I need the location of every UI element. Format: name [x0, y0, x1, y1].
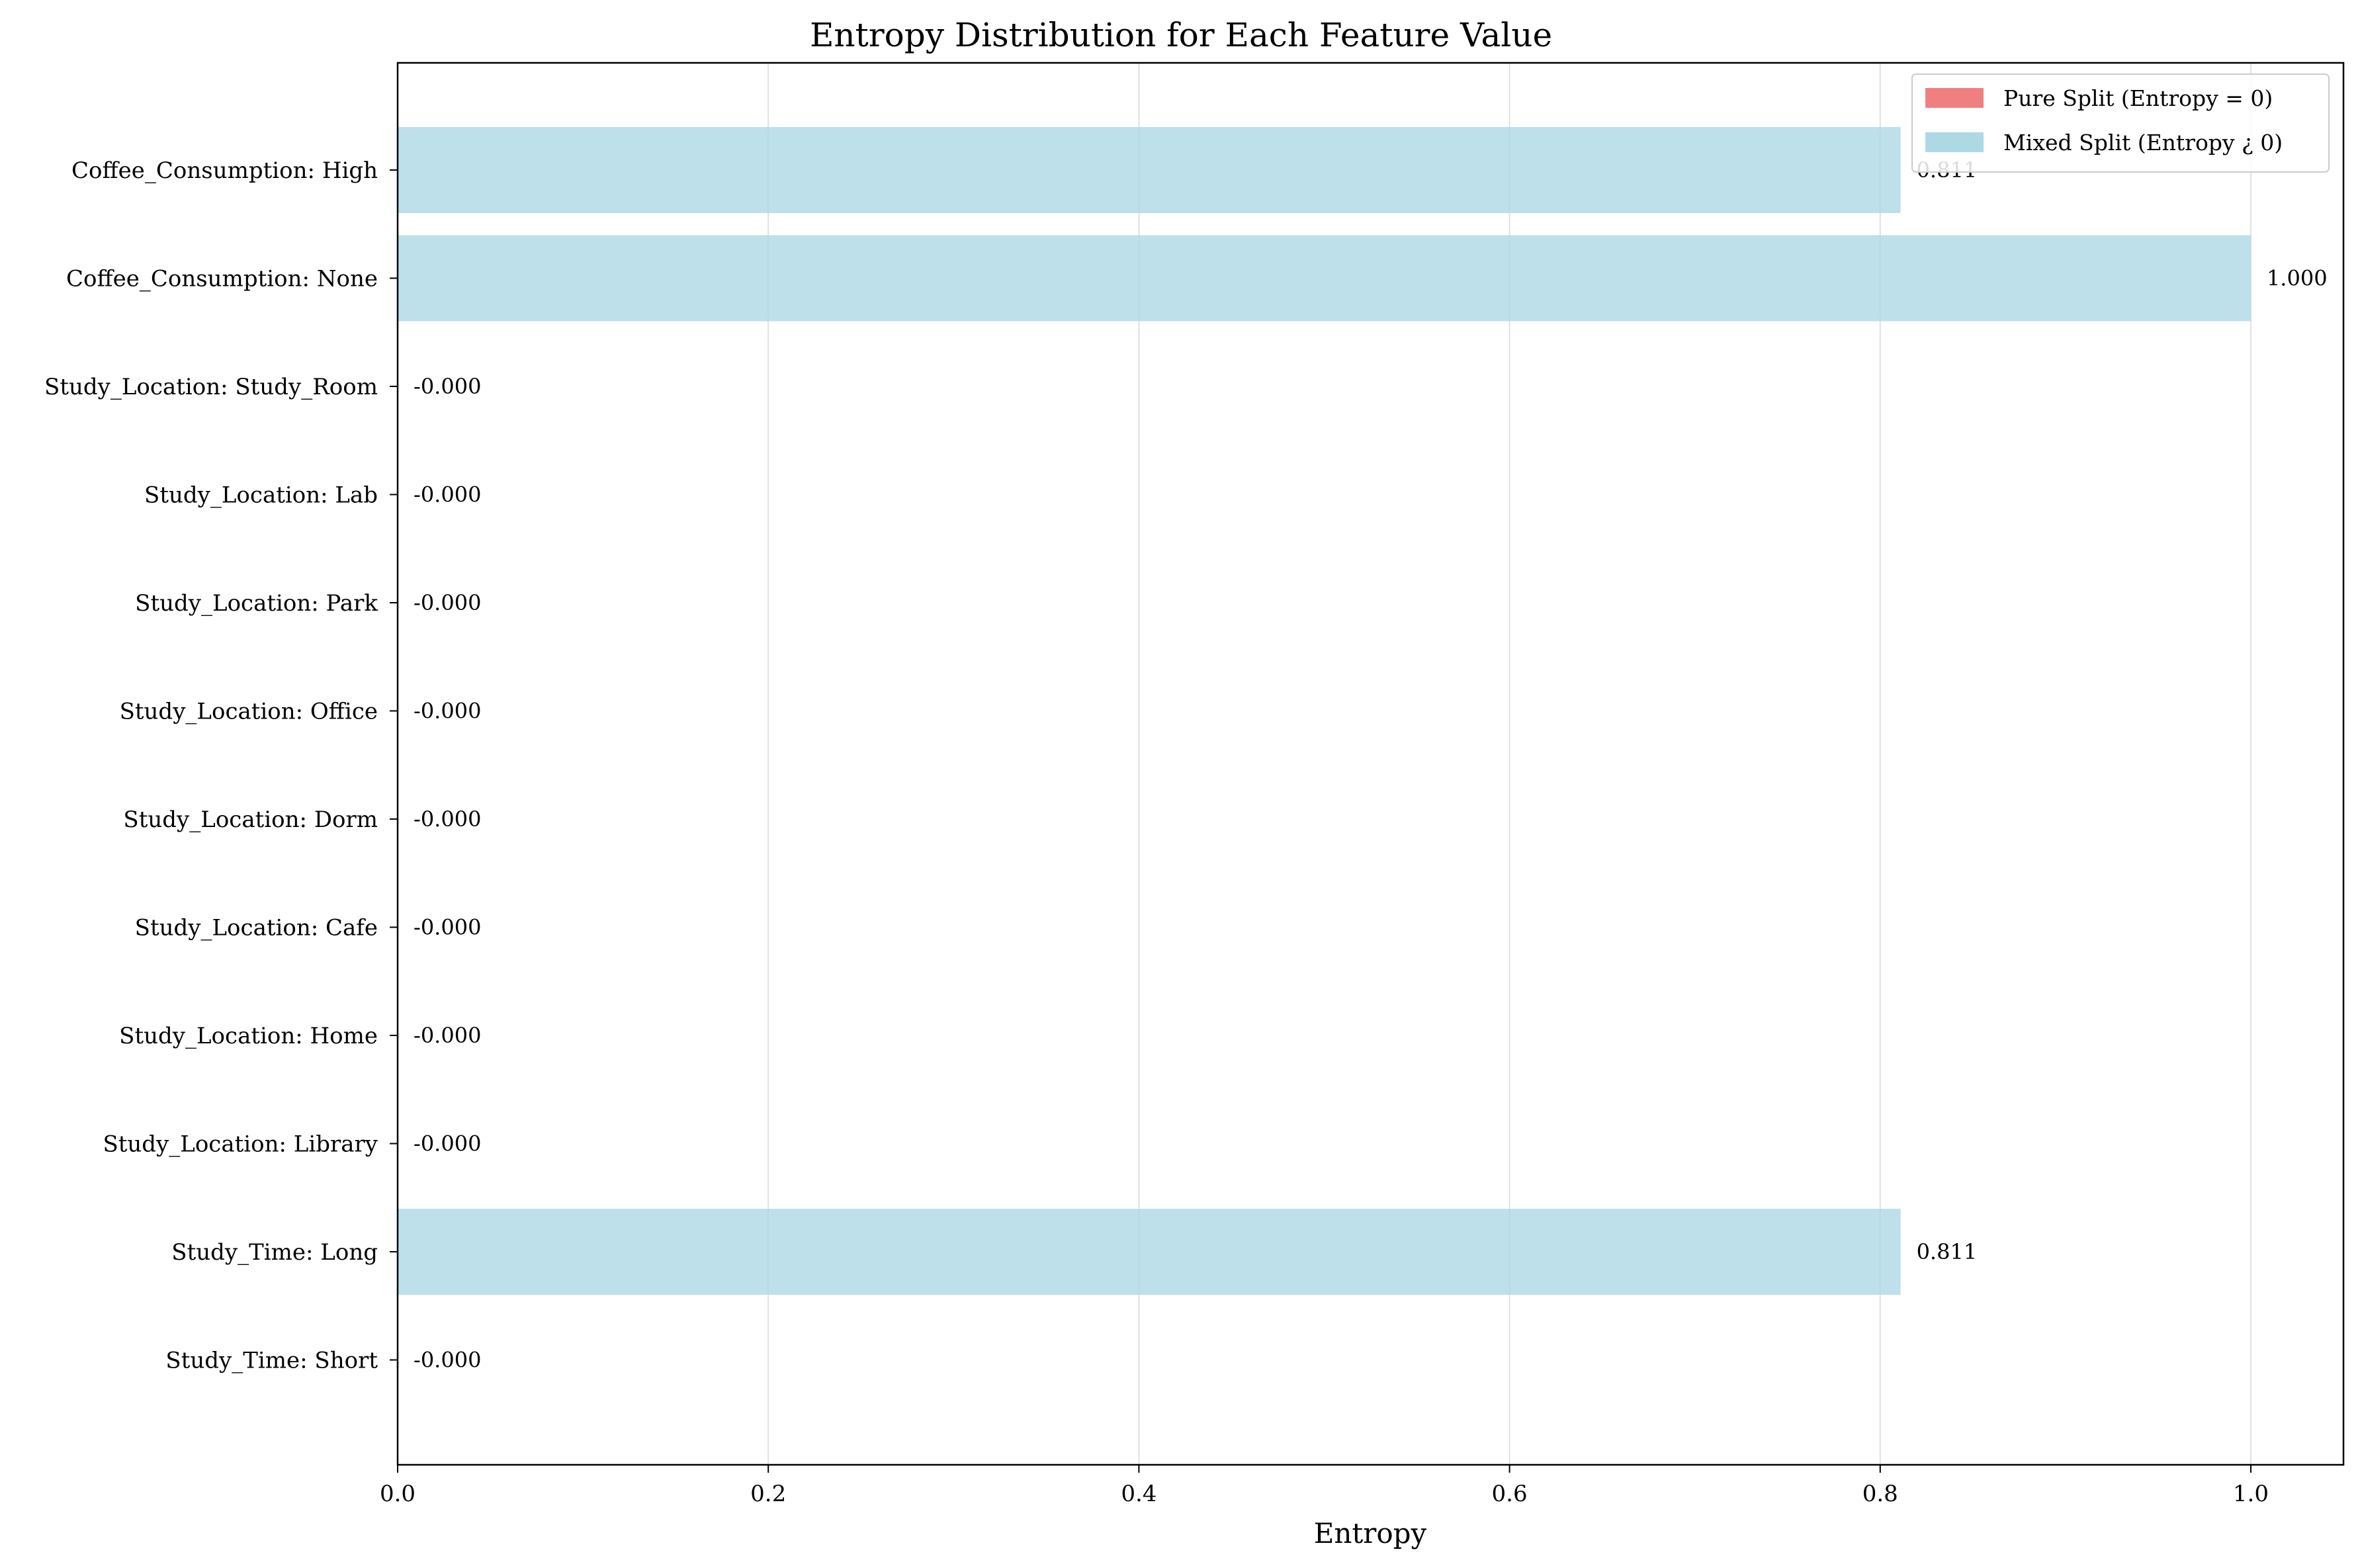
bar [398, 127, 1901, 213]
value-labels-group: 0.811 1.000 -0.000 -0.000 -0.000 -0.000 -0.000… [414, 157, 2328, 1373]
legend-box [1911, 73, 2330, 173]
y-tick-label: Study_Time: Long [171, 1239, 378, 1266]
legend-label-mixed: Mixed Split (Entropy ¿ 0) [2003, 130, 2283, 155]
y-tick-label: Study_Location: Library [103, 1131, 378, 1158]
bar-value-label: 0.811 [1917, 1239, 1978, 1264]
bar-value-label: -0.000 [414, 374, 481, 399]
y-tick-label: Coffee_Consumption: High [71, 157, 378, 184]
y-axis: Coffee_Consumption: High Coffee_Consumpti… [44, 157, 398, 1374]
legend-label-pure: Pure Split (Entropy = 0) [2003, 85, 2273, 111]
x-tick-label: 0.4 [1121, 1481, 1157, 1507]
x-axis-title: Entropy [1314, 1517, 1427, 1549]
y-tick-label: Study_Location: Lab [144, 482, 378, 509]
x-tick-label: 0.2 [750, 1481, 786, 1507]
bar-value-label: -0.000 [414, 1131, 481, 1156]
bar-value-label: -0.000 [414, 1348, 481, 1373]
bar [398, 1209, 1901, 1295]
y-tick-label: Study_Location: Park [135, 590, 378, 617]
bar-value-label: -0.000 [414, 699, 481, 724]
y-tick-label: Study_Location: Home [119, 1023, 378, 1049]
chart-title: Entropy Distribution for Each Feature Va… [810, 16, 1552, 54]
legend-swatch-pure [1925, 88, 1984, 108]
bar-value-label: -0.000 [414, 1023, 481, 1048]
bar [398, 235, 2251, 322]
legend-swatch-mixed [1925, 132, 1984, 152]
legend: Pure Split (Entropy = 0) Mixed Split (En… [1911, 73, 2330, 173]
bar-value-label: -0.000 [414, 806, 481, 832]
bar-value-label: -0.000 [414, 590, 481, 615]
x-tick-label: 1.0 [2233, 1481, 2269, 1507]
y-tick-label: Study_Time: Short [165, 1348, 378, 1374]
y-tick-label: Study_Location: Study_Room [44, 374, 378, 400]
bar-value-label: -0.000 [414, 915, 481, 940]
bar-value-label: -0.000 [414, 482, 481, 507]
y-tick-label: Study_Location: Office [120, 699, 378, 725]
bars-group [398, 127, 2251, 1295]
x-axis: 0.0 0.2 0.4 0.6 0.8 1.0 [380, 1465, 2269, 1507]
bar-value-label: 1.000 [2267, 266, 2328, 291]
x-tick-label: 0.0 [380, 1481, 416, 1507]
y-tick-label: Study_Location: Dorm [123, 806, 378, 833]
y-tick-label: Coffee_Consumption: None [66, 266, 378, 292]
y-tick-label: Study_Location: Cafe [135, 915, 378, 941]
x-tick-label: 0.6 [1492, 1481, 1528, 1507]
plot-frame [396, 62, 2345, 1466]
x-tick-label: 0.8 [1862, 1481, 1898, 1507]
